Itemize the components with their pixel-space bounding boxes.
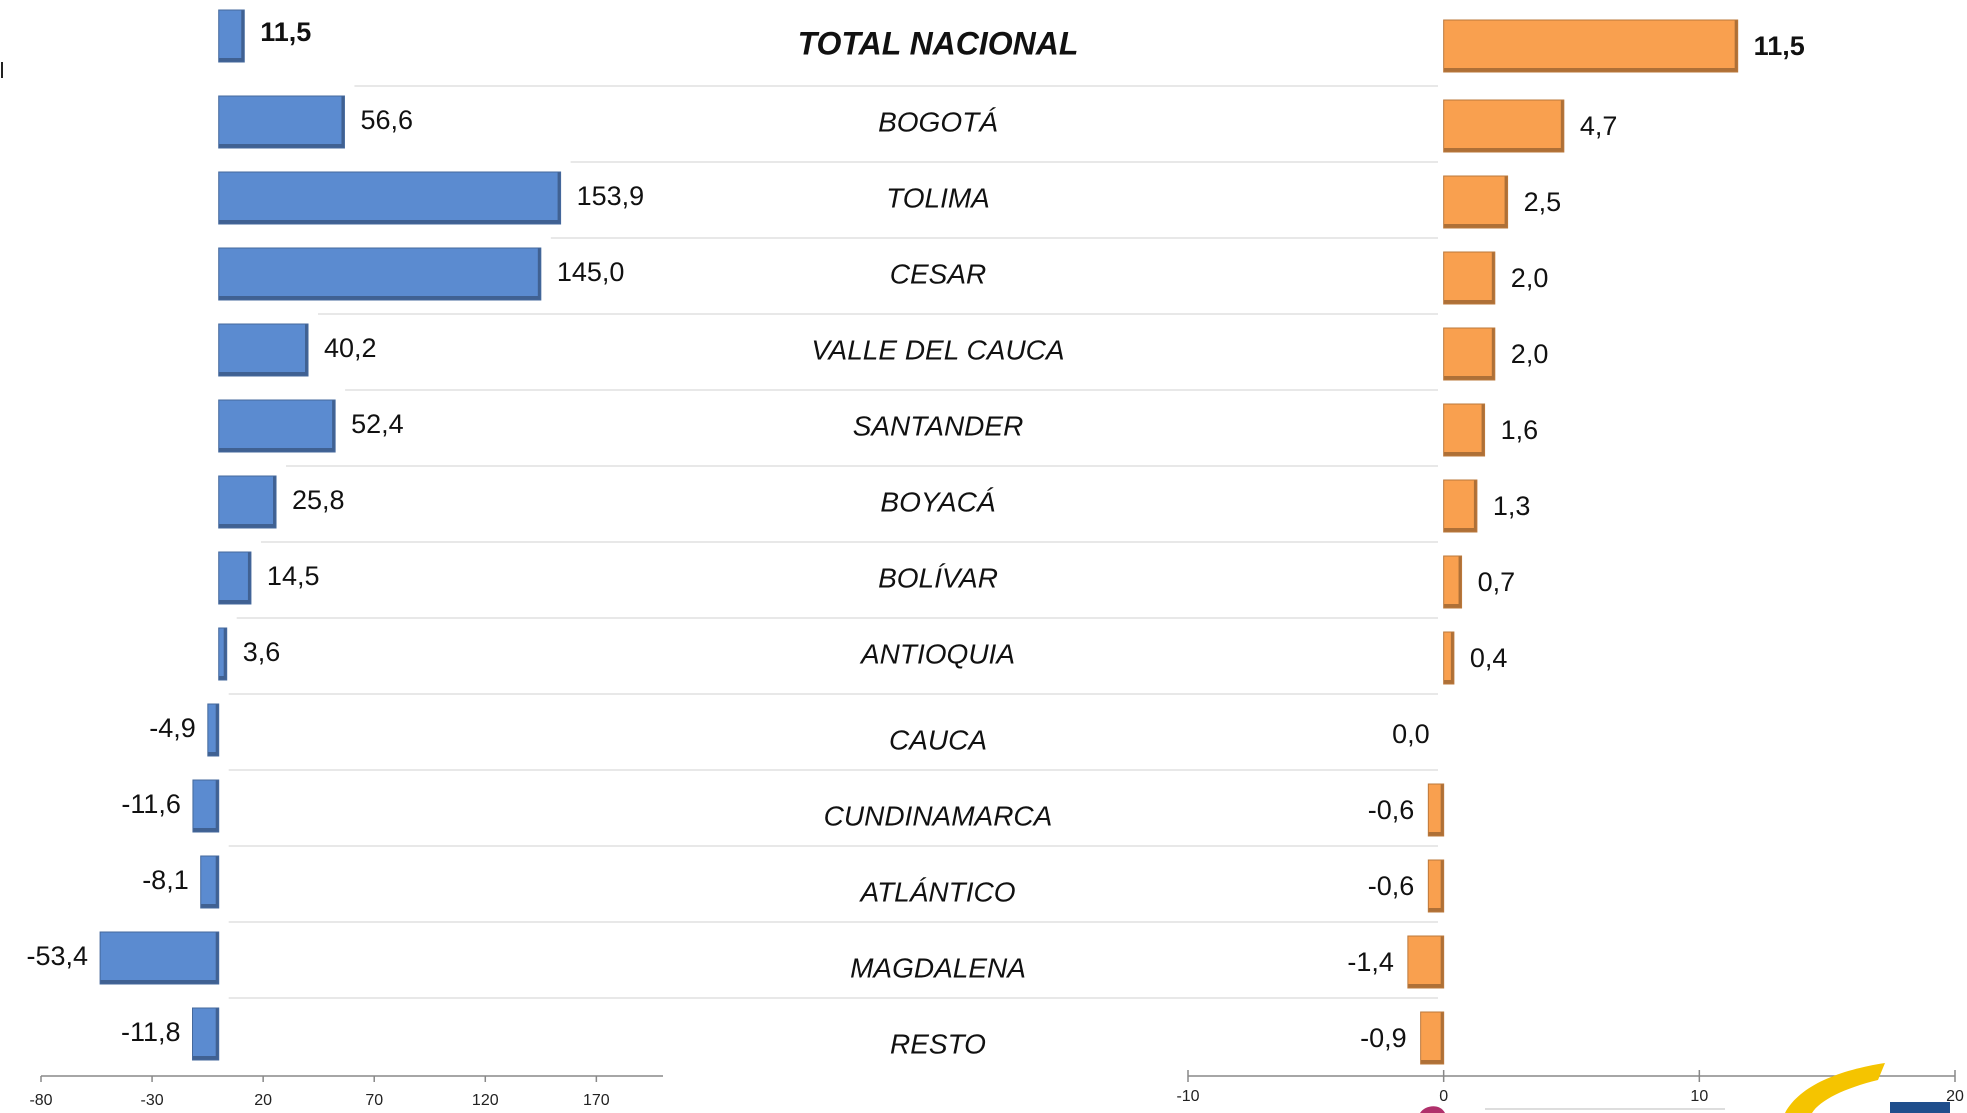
left-data-label: 11,5 xyxy=(260,17,311,47)
right-bar-4 xyxy=(1443,327,1496,381)
right-bar-11 xyxy=(1427,859,1445,913)
left-bar-0 xyxy=(218,9,245,63)
left-axis-tick-label: 70 xyxy=(365,1092,383,1109)
logo-bar-icon xyxy=(1890,1102,1950,1113)
right-data-label: 0,7 xyxy=(1478,567,1516,597)
right-data-label: 11,5 xyxy=(1754,31,1805,61)
left-data-label: 153,9 xyxy=(577,181,645,211)
left-data-label: 14,5 xyxy=(267,561,320,591)
right-bar-6 xyxy=(1443,479,1478,533)
category-label: BOLÍVAR xyxy=(878,562,998,593)
left-axis-tick-label: 120 xyxy=(472,1092,499,1109)
right-axis-tick-label: 10 xyxy=(1690,1088,1708,1105)
left-data-label: -53,4 xyxy=(27,941,89,971)
right-chart-data-labels: 11,5 4,7 2,5 2,0 2,0 1,6 1,3 0,7 0,4 0,0 -0,6 -0,6 -… xyxy=(1347,31,1804,1053)
left-data-label: -11,6 xyxy=(121,789,181,819)
left-axis-tick-label: 170 xyxy=(583,1092,610,1109)
left-chart-x-axis: -80 -30 20 70 120 170 xyxy=(29,1075,663,1109)
category-label: MAGDALENA xyxy=(850,952,1026,983)
left-chart-bars xyxy=(99,9,562,1061)
right-bar-8 xyxy=(1443,631,1455,685)
right-data-label: -0,6 xyxy=(1368,871,1415,901)
right-data-label: 1,3 xyxy=(1493,491,1531,521)
category-label: RESTO xyxy=(890,1028,986,1059)
logo-dot-icon xyxy=(1420,1106,1445,1113)
left-bar-9 xyxy=(207,703,220,757)
right-bar-7 xyxy=(1443,555,1463,609)
category-label: ANTIOQUIA xyxy=(859,638,1015,669)
right-data-label: 0,4 xyxy=(1470,643,1508,673)
left-bar-11 xyxy=(200,855,220,909)
left-data-label: 25,8 xyxy=(292,485,345,515)
category-label: SANTANDER xyxy=(853,410,1024,441)
category-label: BOGOTÁ xyxy=(878,106,998,137)
right-bar-12 xyxy=(1407,935,1445,989)
category-label: CUNDINAMARCA xyxy=(824,800,1053,831)
right-data-label: -1,4 xyxy=(1347,947,1394,977)
left-axis-tick-label: -80 xyxy=(29,1092,52,1109)
left-data-label: -8,1 xyxy=(142,865,189,895)
category-label: VALLE DEL CAUCA xyxy=(811,334,1064,365)
right-data-label: 0,0 xyxy=(1392,719,1430,749)
left-bar-4 xyxy=(218,323,309,377)
left-data-label: -4,9 xyxy=(149,713,196,743)
left-data-label: 145,0 xyxy=(557,257,625,287)
left-data-label: 52,4 xyxy=(351,409,404,439)
category-label: CAUCA xyxy=(889,724,987,755)
right-axis-tick-label: 20 xyxy=(1946,1088,1964,1105)
right-data-label: 2,0 xyxy=(1511,339,1549,369)
right-chart-bars xyxy=(1407,19,1739,1065)
logo-fragment xyxy=(1,62,1950,1113)
row-separators xyxy=(228,85,1438,999)
left-axis-tick-label: 20 xyxy=(254,1092,272,1109)
left-chart-data-labels: 11,5 56,6 153,9 145,0 40,2 52,4 25,8 14,5 3,6 -4,… xyxy=(27,17,645,1047)
right-axis-tick-label: 0 xyxy=(1439,1088,1448,1105)
right-data-label: -0,6 xyxy=(1368,795,1415,825)
left-bar-6 xyxy=(218,475,277,529)
left-bar-8 xyxy=(218,627,228,681)
right-bar-2 xyxy=(1443,175,1509,229)
left-bar-13 xyxy=(192,1007,220,1061)
logo-swoosh-icon xyxy=(1785,1063,1885,1113)
left-bar-12 xyxy=(99,931,220,985)
left-bar-10 xyxy=(192,779,220,833)
left-bar-2 xyxy=(218,171,562,225)
right-chart-x-axis: -10 0 10 20 xyxy=(1176,1070,1964,1105)
left-bar-1 xyxy=(218,95,345,149)
category-label: BOYACÁ xyxy=(880,486,995,517)
category-label: ATLÁNTICO xyxy=(858,876,1015,907)
right-data-label: -0,9 xyxy=(1360,1023,1407,1053)
left-data-label: 3,6 xyxy=(243,637,281,667)
category-label: CESAR xyxy=(890,258,986,289)
left-bar-7 xyxy=(218,551,252,605)
right-bar-0 xyxy=(1443,19,1739,73)
left-data-label: 40,2 xyxy=(324,333,377,363)
left-bar-3 xyxy=(218,247,542,301)
left-data-label: 56,6 xyxy=(360,105,413,135)
right-bar-10 xyxy=(1427,783,1445,837)
right-data-label: 2,0 xyxy=(1511,263,1549,293)
right-axis-tick-label: -10 xyxy=(1176,1088,1199,1105)
right-data-label: 4,7 xyxy=(1580,111,1618,141)
category-label: TOTAL NACIONAL xyxy=(798,25,1079,61)
right-bar-5 xyxy=(1443,403,1486,457)
category-label: TOLIMA xyxy=(886,182,990,213)
right-bar-3 xyxy=(1443,251,1496,305)
category-labels: TOTAL NACIONAL BOGOTÁ TOLIMA CESAR VALLE DEL… xyxy=(798,25,1079,1059)
right-bar-1 xyxy=(1443,99,1565,153)
left-bar-5 xyxy=(218,399,336,453)
left-data-label: -11,8 xyxy=(121,1017,181,1047)
right-bar-13 xyxy=(1420,1011,1445,1065)
right-data-label: 2,5 xyxy=(1524,187,1562,217)
left-axis-tick-label: -30 xyxy=(141,1092,164,1109)
right-data-label: 1,6 xyxy=(1501,415,1539,445)
